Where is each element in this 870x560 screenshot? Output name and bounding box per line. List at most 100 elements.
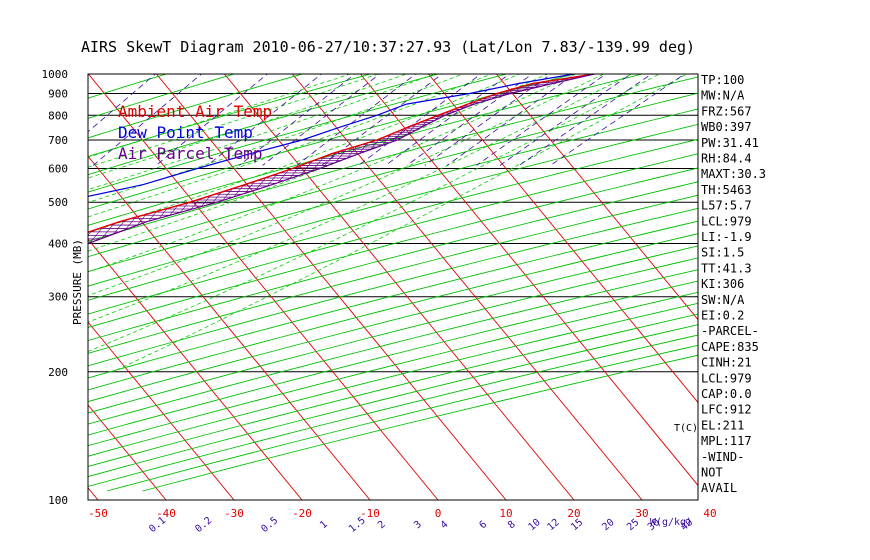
- stability-index: MAXT:30.3: [701, 167, 766, 181]
- stability-index: EL:211: [701, 418, 744, 432]
- cape-hatch: [406, 124, 417, 135]
- isotherm: [88, 238, 303, 500]
- bottom-temp-tick-label: -10: [360, 507, 380, 520]
- stability-index: FRZ:567: [701, 104, 752, 118]
- cape-hatch: [311, 156, 324, 172]
- air-parcel-temp-line: [88, 74, 595, 245]
- isotherm: [0, 74, 30, 500]
- chart-title: AIRS SkewT Diagram 2010-06-27/10:37:27.9…: [81, 38, 695, 56]
- y-axis-label: PRESSURE (MB): [71, 239, 84, 325]
- moist-adiabat: [88, 74, 577, 273]
- bottom-temp-tick-label: 0: [435, 507, 442, 520]
- mixing-ratio-tick-label: 0.2: [193, 515, 214, 535]
- mixing-ratio-tick-label: 12: [545, 517, 561, 533]
- bottom-temp-tick-label: 20: [567, 507, 580, 520]
- mixing-ratio-line: [519, 74, 653, 166]
- dry-adiabat: [88, 313, 698, 467]
- bottom-temp-tick-label: 40: [703, 507, 716, 520]
- mixing-ratio-line: [262, 74, 381, 166]
- stability-index: -WIND-: [701, 450, 744, 464]
- bottom-temp-tick-label: -50: [88, 507, 108, 520]
- moist-adiabat: [88, 74, 661, 352]
- dry-adiabat: [88, 74, 644, 226]
- cape-hatch: [88, 231, 92, 236]
- bottom-temp-tick-label: 10: [499, 507, 512, 520]
- mixing-ratio-tick-label: 2: [376, 519, 388, 531]
- moist-adiabat: [88, 74, 633, 323]
- stability-index: TT:41.3: [701, 261, 752, 275]
- cape-hatch: [421, 119, 429, 127]
- mixing-ratio-line: [88, 74, 156, 133]
- stability-index: SI:1.5: [701, 246, 744, 260]
- cape-hatch: [169, 205, 178, 216]
- stability-index: L57:5.7: [701, 199, 752, 213]
- mixing-ratio-line: [550, 74, 686, 166]
- stability-index: AVAIL: [701, 481, 737, 495]
- cape-hatch: [393, 129, 404, 142]
- cape-hatch: [245, 181, 255, 194]
- mixing-ratio-tick-label: 20: [600, 517, 616, 533]
- mixing-ratio-line: [92, 74, 203, 166]
- cape-hatch: [347, 146, 358, 158]
- dry-adiabat: [88, 257, 698, 414]
- dry-adiabat: [88, 181, 698, 342]
- stability-index: WB0:397: [701, 120, 752, 134]
- pressure-tick-label: 700: [48, 134, 68, 147]
- series-layer: [88, 74, 595, 245]
- mixing-ratio-tick-label: 0.5: [259, 515, 280, 535]
- stability-index: CINH:21: [701, 356, 752, 370]
- dry-adiabat: [88, 280, 698, 436]
- stability-index: MPL:117: [701, 434, 752, 448]
- mixing-ratio-tick-label: 3: [412, 519, 424, 531]
- mixing-ratio-line: [239, 74, 356, 166]
- mixing-ratio-line: [476, 74, 607, 166]
- bottom-temp-tick-label: -20: [292, 507, 312, 520]
- pressure-tick-label: 200: [48, 366, 68, 379]
- ambient-air-temp-line: [88, 74, 595, 233]
- cape-hatch: [289, 165, 301, 179]
- cape-hatch: [535, 82, 541, 88]
- cape-hatch: [137, 214, 147, 226]
- dry-adiabat: [88, 74, 304, 139]
- cape-hatch: [201, 196, 210, 207]
- axis-labels: 1002003004005006007008009001000-120-110-…: [42, 68, 717, 535]
- bottom-temp-tick-label: -40: [156, 507, 176, 520]
- moist-adiabat: [88, 74, 549, 252]
- cape-hatch: [21, 252, 33, 267]
- stability-index: NOT: [701, 466, 723, 480]
- isotherm: [88, 321, 235, 500]
- bottom-temp-tick-label: 30: [635, 507, 648, 520]
- pressure-tick-label: 500: [48, 196, 68, 209]
- stability-index: MW:N/A: [701, 89, 745, 103]
- mixing-ratio-line: [155, 74, 269, 166]
- dry-adiabat: [88, 233, 698, 391]
- moist-adiabat: [88, 74, 493, 218]
- dry-adiabat: [88, 245, 698, 403]
- mixing-ratio-line: [499, 74, 632, 166]
- plot-frame: [87, 73, 699, 501]
- cape-hatch: [190, 199, 200, 210]
- mixing-ratio-unit-label: W(g/kg): [650, 517, 692, 528]
- stability-index: PW:31.41: [701, 136, 759, 150]
- legend: Ambient Air Temp Dew Point Temp Air Parcel…: [118, 102, 272, 163]
- dry-adiabat: [88, 76, 698, 242]
- legend-dew-point-temp: Dew Point Temp: [118, 123, 253, 142]
- cape-hatch: [113, 220, 125, 234]
- cape-hatch: [300, 161, 313, 175]
- pressure-tick-label: 1000: [42, 68, 69, 81]
- isotherm: [88, 74, 439, 500]
- pressure-tick-label: 300: [48, 291, 68, 304]
- dry-adiabat: [88, 302, 698, 457]
- stability-index: LI:-1.9: [701, 230, 752, 244]
- isotherm: [292, 74, 643, 500]
- moist-adiabat: [88, 74, 436, 191]
- dry-adiabat: [88, 153, 698, 315]
- dry-adiabat: [88, 269, 698, 425]
- dry-adiabat: [88, 74, 508, 193]
- cape-hatch: [212, 192, 222, 204]
- stability-index: LFC:912: [701, 403, 752, 417]
- cape-hatch: [89, 227, 103, 243]
- cape-hatch: [323, 152, 336, 167]
